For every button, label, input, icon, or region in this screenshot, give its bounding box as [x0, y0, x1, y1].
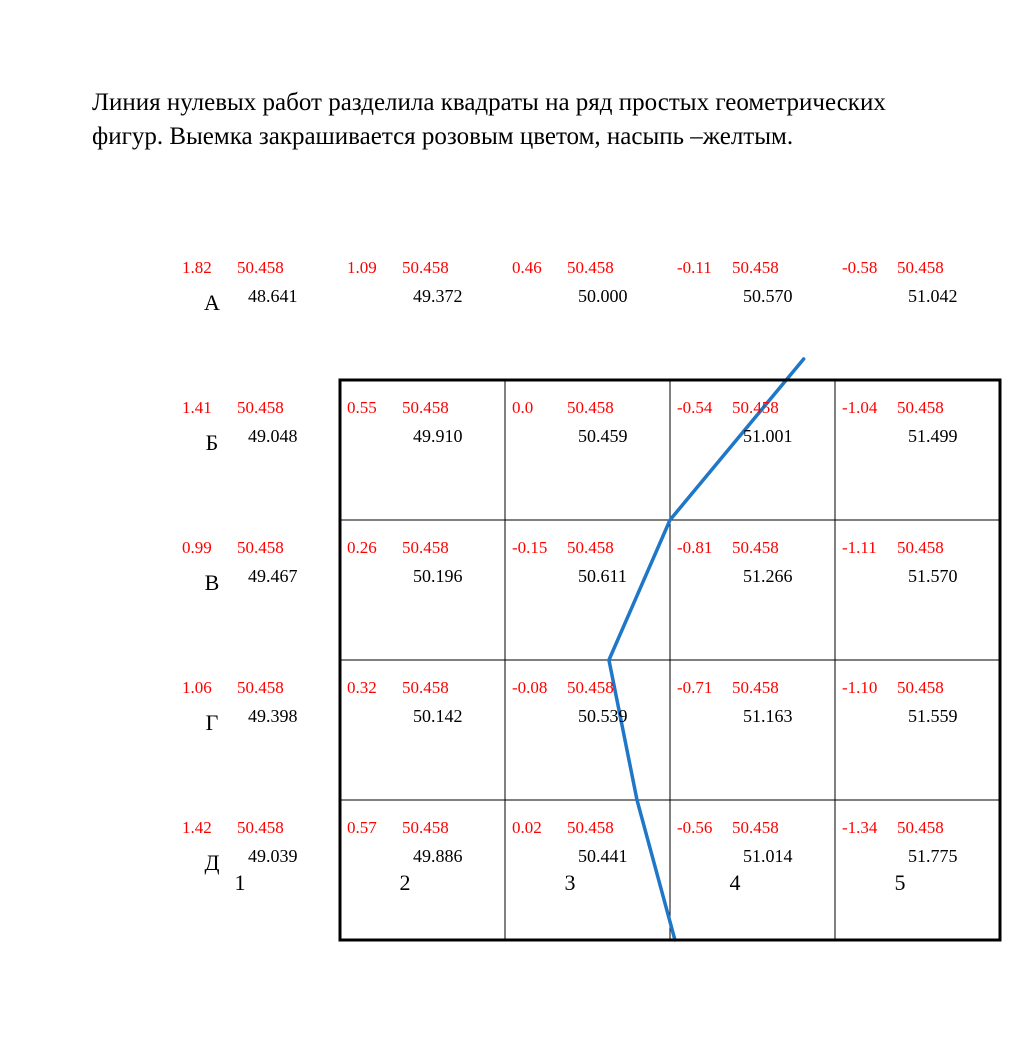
- black-value: 51.014: [743, 846, 793, 867]
- red-a-value: 0.55: [347, 398, 377, 418]
- red-a-value: -0.56: [677, 818, 712, 838]
- red-a-value: -0.81: [677, 538, 712, 558]
- row-label: А: [197, 290, 227, 316]
- grid-container: АБВГД123451.8250.4581.0950.4580.4650.458…: [240, 280, 1024, 1040]
- black-value: 50.539: [578, 706, 628, 727]
- description-text: Линия нулевых работ разделила квадраты н…: [92, 86, 922, 154]
- red-a-value: 1.09: [347, 258, 377, 278]
- black-value: 50.196: [413, 566, 463, 587]
- black-value: 51.775: [908, 846, 958, 867]
- red-b-value: 50.458: [732, 398, 779, 418]
- red-b-value: 50.458: [237, 538, 284, 558]
- black-value: 51.001: [743, 426, 793, 447]
- red-a-value: 0.02: [512, 818, 542, 838]
- black-value: 49.048: [248, 426, 298, 447]
- black-value: 50.459: [578, 426, 628, 447]
- black-value: 50.000: [578, 286, 628, 307]
- red-a-value: 0.32: [347, 678, 377, 698]
- black-value: 49.039: [248, 846, 298, 867]
- black-value: 49.467: [248, 566, 298, 587]
- red-b-value: 50.458: [897, 398, 944, 418]
- red-b-value: 50.458: [732, 538, 779, 558]
- red-b-value: 50.458: [732, 678, 779, 698]
- black-value: 50.441: [578, 846, 628, 867]
- red-b-value: 50.458: [402, 258, 449, 278]
- black-value: 51.163: [743, 706, 793, 727]
- red-a-value: -0.54: [677, 398, 712, 418]
- black-value: 50.570: [743, 286, 793, 307]
- red-a-value: 1.41: [182, 398, 212, 418]
- red-a-value: 1.06: [182, 678, 212, 698]
- red-b-value: 50.458: [567, 678, 614, 698]
- red-a-value: 0.0: [512, 398, 533, 418]
- red-b-value: 50.458: [237, 398, 284, 418]
- red-b-value: 50.458: [567, 818, 614, 838]
- red-b-value: 50.458: [237, 678, 284, 698]
- row-label: Б: [197, 430, 227, 456]
- black-value: 49.910: [413, 426, 463, 447]
- red-b-value: 50.458: [402, 398, 449, 418]
- col-label: 5: [885, 870, 915, 896]
- red-b-value: 50.458: [897, 258, 944, 278]
- black-value: 49.372: [413, 286, 463, 307]
- row-label: Г: [197, 710, 227, 736]
- col-label: 2: [390, 870, 420, 896]
- red-b-value: 50.458: [897, 538, 944, 558]
- black-value: 51.266: [743, 566, 793, 587]
- red-b-value: 50.458: [567, 258, 614, 278]
- black-value: 49.398: [248, 706, 298, 727]
- red-a-value: -1.34: [842, 818, 877, 838]
- red-a-value: 0.57: [347, 818, 377, 838]
- red-a-value: 1.82: [182, 258, 212, 278]
- red-b-value: 50.458: [237, 818, 284, 838]
- red-b-value: 50.458: [402, 818, 449, 838]
- black-value: 51.499: [908, 426, 958, 447]
- black-value: 50.611: [578, 566, 627, 587]
- grid-svg: [240, 280, 1024, 1040]
- black-value: 48.641: [248, 286, 298, 307]
- red-a-value: 1.42: [182, 818, 212, 838]
- black-value: 51.042: [908, 286, 958, 307]
- red-a-value: 0.26: [347, 538, 377, 558]
- red-a-value: -1.10: [842, 678, 877, 698]
- red-a-value: -1.04: [842, 398, 877, 418]
- red-a-value: -0.15: [512, 538, 547, 558]
- red-b-value: 50.458: [897, 678, 944, 698]
- col-label: 1: [225, 870, 255, 896]
- row-label: Д: [197, 850, 227, 876]
- red-b-value: 50.458: [567, 538, 614, 558]
- red-a-value: -0.11: [677, 258, 712, 278]
- red-b-value: 50.458: [732, 258, 779, 278]
- red-b-value: 50.458: [402, 538, 449, 558]
- red-b-value: 50.458: [897, 818, 944, 838]
- col-label: 3: [555, 870, 585, 896]
- red-b-value: 50.458: [567, 398, 614, 418]
- red-a-value: -0.08: [512, 678, 547, 698]
- red-b-value: 50.458: [732, 818, 779, 838]
- red-a-value: 0.99: [182, 538, 212, 558]
- red-a-value: -0.58: [842, 258, 877, 278]
- red-b-value: 50.458: [402, 678, 449, 698]
- black-value: 51.559: [908, 706, 958, 727]
- red-b-value: 50.458: [237, 258, 284, 278]
- col-label: 4: [720, 870, 750, 896]
- row-label: В: [197, 570, 227, 596]
- black-value: 49.886: [413, 846, 463, 867]
- black-value: 51.570: [908, 566, 958, 587]
- red-a-value: -0.71: [677, 678, 712, 698]
- red-a-value: 0.46: [512, 258, 542, 278]
- black-value: 50.142: [413, 706, 463, 727]
- red-a-value: -1.11: [842, 538, 877, 558]
